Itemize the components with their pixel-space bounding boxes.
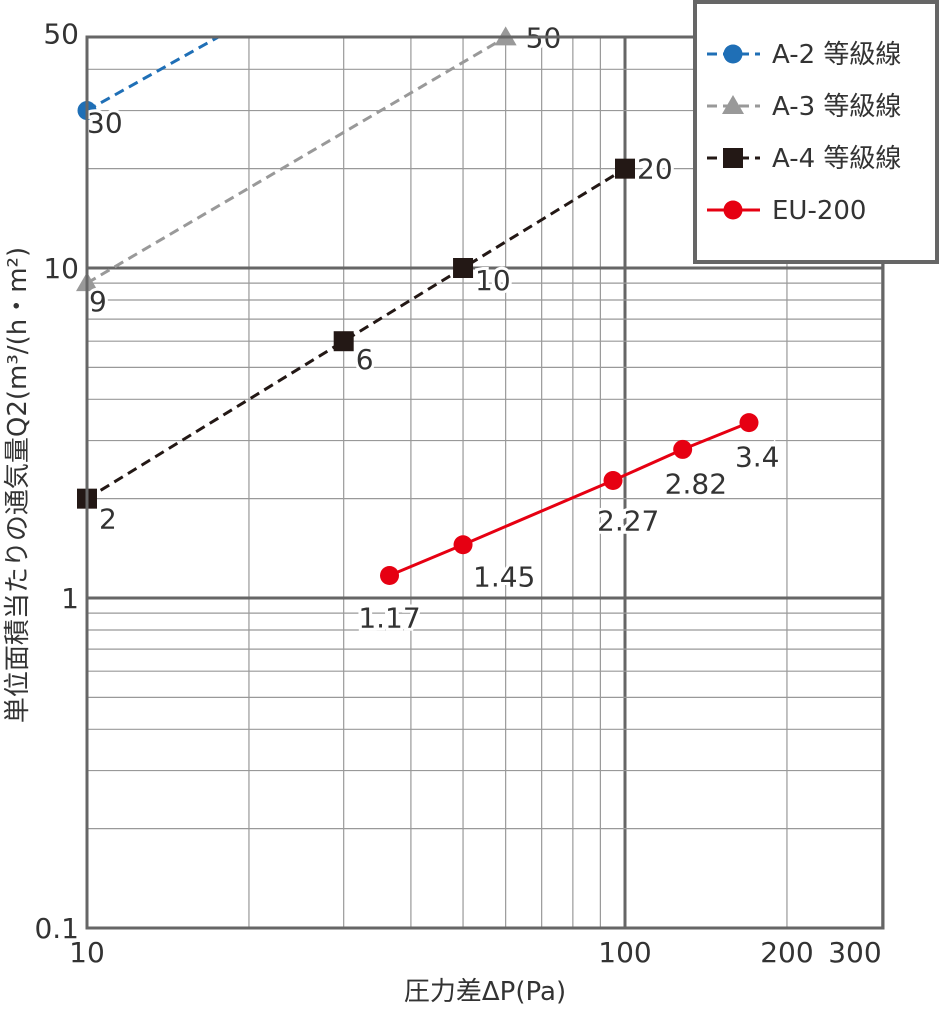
data-label: 3.4 — [735, 441, 780, 474]
data-point — [723, 200, 743, 220]
y-tick-label: 50 — [43, 17, 79, 50]
data-label: 9 — [89, 285, 107, 318]
plot-frame — [85, 35, 885, 930]
data-point — [673, 439, 693, 459]
data-label: 1.45 — [473, 561, 535, 594]
data-point — [453, 258, 474, 278]
data-point — [603, 471, 623, 491]
x-tick-label: 200 — [760, 936, 813, 969]
data-label: 20 — [637, 153, 673, 186]
data-point — [723, 44, 743, 64]
data-label: 6 — [356, 343, 374, 376]
y-axis-title: 単位面積当たりの通気量Q2(m³/(h・m²) — [3, 247, 33, 723]
x-tick-label: 100 — [598, 936, 651, 969]
legend-label: EU-200 — [772, 196, 866, 226]
y-tick-label: 1 — [61, 582, 79, 615]
data-label: 2.82 — [665, 467, 727, 500]
data-label: 2 — [99, 503, 117, 536]
tick-labels: 10 100 200 300 0.1 1 10 50 — [34, 17, 881, 969]
y-tick-label: 10 — [43, 252, 79, 285]
y-tick-label: 0.1 — [34, 912, 79, 945]
data-label: 10 — [475, 264, 511, 297]
data-label: 2.27 — [597, 505, 659, 538]
x-tick-label: 300 — [828, 936, 881, 969]
data-point — [722, 95, 744, 114]
data-point — [380, 565, 400, 585]
data-label: 30 — [87, 107, 123, 140]
data-point — [739, 413, 759, 433]
legend: A-2 等級線 A-3 等級線 A-4 等級線 EU-200 — [693, 0, 939, 264]
data-point — [615, 158, 635, 179]
legend-label: A-3 等級線 — [772, 92, 901, 122]
data-point — [453, 535, 473, 555]
series-line — [86, 36, 507, 285]
data-label: 1.17 — [358, 601, 420, 634]
data-point — [333, 331, 354, 352]
data-point — [723, 148, 743, 168]
x-tick-label: 10 — [69, 936, 105, 969]
legend-label: A-2 等級線 — [772, 40, 901, 70]
legend-label: A-4 等級線 — [772, 144, 901, 174]
series-line — [86, 167, 626, 500]
x-axis-title: 圧力差ΔP(Pa) — [404, 977, 566, 1005]
series-line — [86, 35, 219, 112]
